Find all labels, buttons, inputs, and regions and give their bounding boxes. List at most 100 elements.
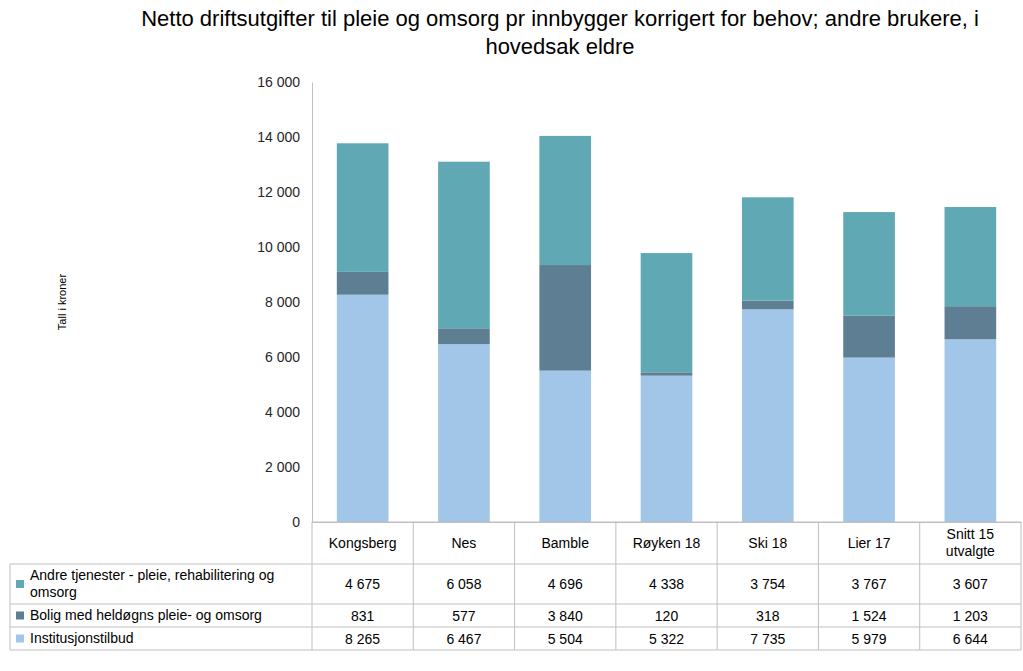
bar <box>843 358 895 522</box>
table-value: 577 <box>452 608 476 624</box>
y-axis-title: Tall i kroner <box>56 274 68 331</box>
data-table: Andre tjenester - pleie, rehabilitering … <box>10 522 1021 650</box>
table-value: 5 322 <box>649 631 684 647</box>
bar <box>641 376 693 522</box>
bar <box>337 143 389 272</box>
table-series-name: Institusjonstilbud <box>30 630 134 646</box>
tick: 12 000 <box>257 184 312 200</box>
bar <box>945 207 997 306</box>
table-value: 6 467 <box>446 631 481 647</box>
bar <box>742 309 794 522</box>
axis-line <box>312 83 313 523</box>
tick-label: 8 000 <box>265 294 300 310</box>
tick-label: 4 000 <box>265 404 300 420</box>
bars <box>337 136 996 522</box>
bar <box>539 371 591 522</box>
bar <box>337 272 389 295</box>
bar <box>945 306 997 339</box>
table-value: 3 607 <box>953 576 988 592</box>
tick: Røyken 18 <box>633 522 701 551</box>
tick-label: 16 000 <box>257 74 300 90</box>
table-border <box>1021 522 1022 650</box>
bar <box>539 265 591 371</box>
tick: 14 000 <box>257 129 312 145</box>
bar <box>438 328 490 344</box>
bar <box>843 212 895 316</box>
table-border <box>10 650 1021 651</box>
table-value: 5 979 <box>852 631 887 647</box>
bar <box>945 339 997 522</box>
tick: Lier 17 <box>848 522 891 551</box>
tick: 0 <box>292 514 312 530</box>
category-label: Røyken 18 <box>633 535 701 551</box>
table-border <box>10 564 11 650</box>
tick-label: 2 000 <box>265 459 300 475</box>
table-value: 7 735 <box>750 631 785 647</box>
y-axis: 0 2 000 4 000 6 000 8 000 10 000 12 000 14 000 1… <box>257 74 312 530</box>
tick: 10 000 <box>257 239 312 255</box>
table-value: 4 696 <box>548 576 583 592</box>
tick: Ski 18 <box>748 522 787 551</box>
table-border <box>10 627 1021 628</box>
bar <box>843 316 895 358</box>
table-border <box>312 522 313 650</box>
table-value: 1 203 <box>953 608 988 624</box>
table-border <box>413 522 414 650</box>
table-value: 831 <box>351 608 375 624</box>
table-border <box>717 522 718 650</box>
bar <box>438 162 490 329</box>
series <box>337 136 996 372</box>
legend-swatch <box>16 612 24 620</box>
tick: Nes <box>451 522 476 551</box>
bar <box>337 295 389 522</box>
table-series-name: Andre tjenester - pleie, rehabilitering … <box>30 567 274 600</box>
tick: 2 000 <box>265 459 312 475</box>
chart: Netto driftsutgifter til pleie og omsorg… <box>0 0 1023 671</box>
table-value: 1 524 <box>852 608 887 624</box>
table-value: 5 504 <box>548 631 583 647</box>
table-border <box>818 522 819 650</box>
table-border <box>919 522 920 650</box>
bar <box>641 253 693 372</box>
table-value: 4 675 <box>345 576 380 592</box>
category-label: Lier 17 <box>848 535 891 551</box>
bar <box>539 136 591 265</box>
tick: 16 000 <box>257 74 312 90</box>
table-value: 120 <box>655 608 679 624</box>
category-label: Nes <box>451 535 476 551</box>
category-label: Kongsberg <box>329 535 397 551</box>
table-border <box>10 604 1021 605</box>
tick: 8 000 <box>265 294 312 310</box>
table-value: 3 840 <box>548 608 583 624</box>
tick-label: 10 000 <box>257 239 300 255</box>
tick-label: 6 000 <box>265 349 300 365</box>
table-value: 6 644 <box>953 631 988 647</box>
table-border <box>615 522 616 650</box>
tick-label: 14 000 <box>257 129 300 145</box>
table-border <box>10 564 1021 565</box>
legend-swatch <box>16 580 24 588</box>
table-borders <box>10 522 1021 650</box>
table-value: 3 767 <box>852 576 887 592</box>
tick: 4 000 <box>265 404 312 420</box>
table-value: 318 <box>756 608 780 624</box>
legend-swatch <box>16 635 24 643</box>
table-border <box>312 522 1021 523</box>
tick: Kongsberg <box>329 522 397 551</box>
x-axis: Kongsberg Nes Bamble Røyken 18 Ski 18 Lier 17… <box>313 522 1022 559</box>
table-value: 4 338 <box>649 576 684 592</box>
title: Netto driftsutgifter til pleie og omsorg… <box>141 6 979 59</box>
axis-line <box>313 522 1022 523</box>
bar <box>742 301 794 310</box>
tick: Bamble <box>541 522 589 551</box>
bar <box>742 197 794 300</box>
table-value: 3 754 <box>750 576 785 592</box>
tick: Snitt 15utvalgte <box>946 522 995 559</box>
tick-label: 0 <box>292 514 300 530</box>
bar <box>641 372 693 375</box>
category-label: Snitt 15utvalgte <box>946 526 995 559</box>
tick: 6 000 <box>265 349 312 365</box>
tick-label: 12 000 <box>257 184 300 200</box>
category-label: Bamble <box>541 535 589 551</box>
category-label: Ski 18 <box>748 535 787 551</box>
